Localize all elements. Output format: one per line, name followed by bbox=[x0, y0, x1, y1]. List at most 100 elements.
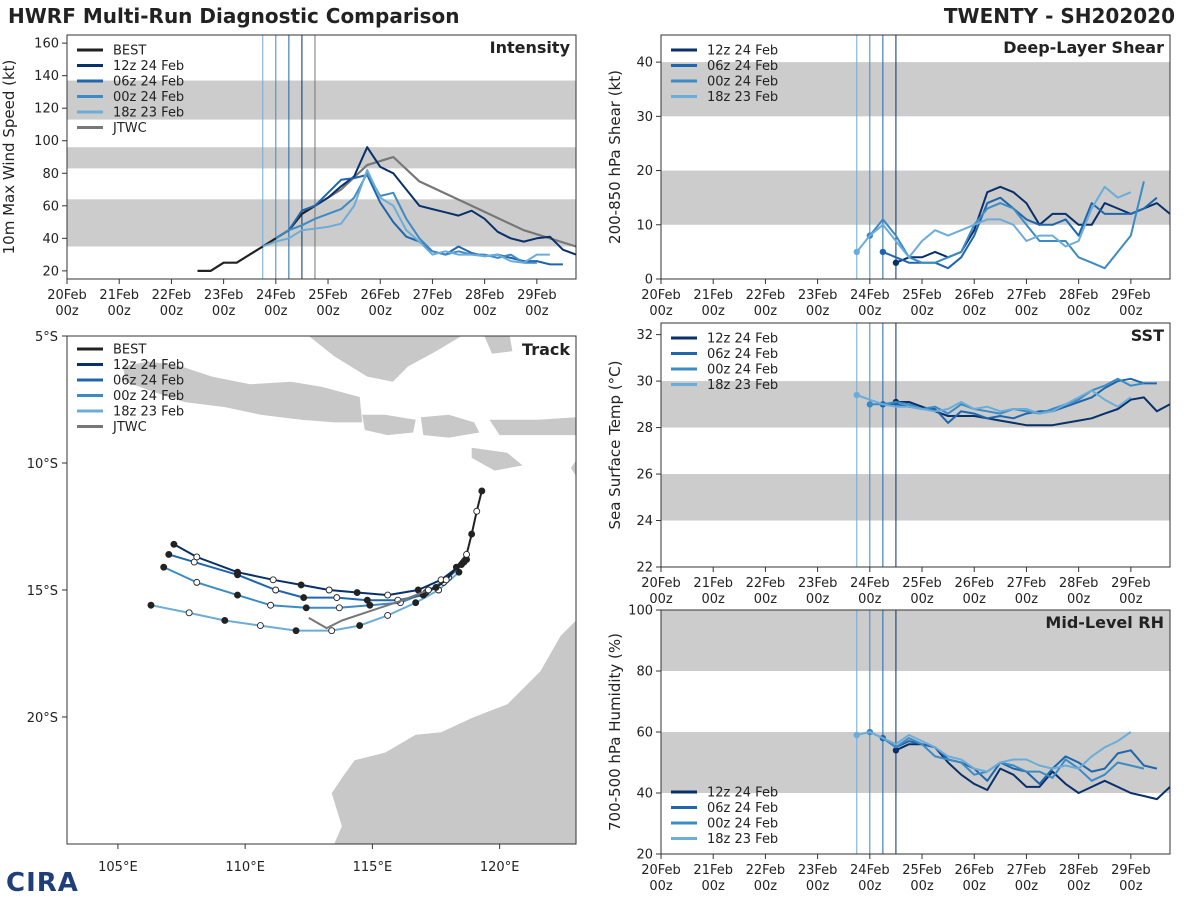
track-ytick-label: 20°S bbox=[27, 711, 58, 726]
intensity-xtick-label-date: 25Feb bbox=[308, 288, 348, 303]
track-point-best bbox=[442, 576, 450, 584]
shear-xtick-label-hour: 00z bbox=[649, 304, 673, 319]
rh-xtick-label-hour: 00z bbox=[754, 879, 778, 894]
rh-legend-label: 18z 23 Feb bbox=[707, 832, 778, 847]
track-point-18z-23-feb bbox=[221, 617, 229, 624]
track-point-18z-23-feb bbox=[147, 601, 155, 609]
intensity-frame bbox=[66, 34, 577, 280]
logo-text: CIRA bbox=[6, 868, 79, 898]
intensity-xtick-label-hour: 00z bbox=[316, 304, 340, 319]
track-point-12z-24-feb bbox=[325, 586, 333, 594]
shear-legend-label: 12z 24 Feb bbox=[707, 44, 778, 59]
rh-series-06z-24-feb bbox=[882, 737, 1158, 785]
track-ytick-label: 15°S bbox=[27, 584, 58, 599]
rh-xtick-label-hour: 00z bbox=[1119, 879, 1143, 894]
track-point-18z-23-feb bbox=[185, 609, 193, 617]
intensity-ytick-label: 80 bbox=[42, 167, 59, 182]
track-point-best bbox=[473, 507, 481, 515]
rh-band-1 bbox=[661, 610, 1170, 671]
shear-panel: 01020304020Feb00z21Feb00z22Feb00z23Feb00… bbox=[606, 34, 1171, 319]
sst-xtick-label-hour: 00z bbox=[963, 592, 987, 607]
shear-series-00z-24-feb bbox=[869, 181, 1145, 270]
track-point-00z-24-feb bbox=[335, 604, 343, 612]
track-point-12z-24-feb bbox=[170, 540, 178, 548]
landmass-australia bbox=[331, 620, 576, 844]
shear-ylabel: 200-850 hPa Shear (kt) bbox=[606, 70, 624, 244]
intensity-band-1 bbox=[67, 147, 576, 169]
shear-ytick-label: 30 bbox=[636, 110, 653, 125]
intensity-legend-label: 06z 24 Feb bbox=[113, 75, 184, 90]
rh-xtick-label-date: 28Feb bbox=[1059, 863, 1099, 878]
track-point-best bbox=[452, 563, 460, 571]
shear-xtick-label-date: 22Feb bbox=[746, 288, 786, 303]
shear-start-point-12z-24-feb bbox=[892, 259, 900, 266]
rh-xtick-label-date: 29Feb bbox=[1111, 863, 1151, 878]
track-point-12z-24-feb bbox=[353, 589, 361, 596]
shear-frame bbox=[660, 34, 1171, 280]
shear-start-point-06z-24-feb bbox=[879, 248, 887, 256]
intensity-legend-label: 12z 24 Feb bbox=[113, 59, 184, 74]
intensity-series-12z-24-feb bbox=[301, 146, 577, 256]
sst-title: SST bbox=[1131, 326, 1164, 345]
rh-xtick-label-hour: 00z bbox=[649, 879, 673, 894]
track-point-12z-24-feb bbox=[384, 591, 392, 599]
sst-series-00z-24-feb bbox=[869, 377, 1145, 415]
intensity-xtick-label-hour: 00z bbox=[525, 304, 549, 319]
intensity-xtick-label-date: 26Feb bbox=[360, 288, 400, 303]
shear-xtick-label-hour: 00z bbox=[1067, 304, 1091, 319]
sst-xtick-label-hour: 00z bbox=[1067, 592, 1091, 607]
storm-title: TWENTY - SH202020 bbox=[943, 4, 1175, 28]
shear-xtick-label-date: 29Feb bbox=[1111, 288, 1151, 303]
intensity-xtick-label-date: 20Feb bbox=[47, 288, 87, 303]
landmass-flores bbox=[489, 417, 576, 436]
intensity-ytick-label: 160 bbox=[34, 37, 59, 52]
sst-xtick-label-date: 24Feb bbox=[850, 576, 890, 591]
rh-ytick-label: 100 bbox=[628, 604, 653, 619]
sst-legend-label: 12z 24 Feb bbox=[707, 332, 778, 347]
intensity-title: Intensity bbox=[490, 38, 571, 57]
rh-ylabel: 700-500 hPa Humidity (%) bbox=[606, 633, 624, 831]
intensity-xtick-label-date: 29Feb bbox=[517, 288, 557, 303]
sst-ytick-label: 24 bbox=[636, 514, 653, 529]
sst-panel: 22242628303220Feb00z21Feb00z22Feb00z23Fe… bbox=[606, 322, 1171, 607]
rh-xtick-label-date: 21Feb bbox=[693, 863, 733, 878]
intensity-band-2 bbox=[67, 80, 576, 120]
track-point-best bbox=[463, 550, 471, 558]
rh-xtick-label-date: 23Feb bbox=[798, 863, 838, 878]
track-landmass-layer bbox=[123, 336, 576, 844]
track-point-18z-23-feb bbox=[412, 599, 420, 607]
rh-xtick-label-date: 24Feb bbox=[850, 863, 890, 878]
sst-xtick-label-date: 27Feb bbox=[1007, 576, 1047, 591]
shear-title: Deep-Layer Shear bbox=[1003, 38, 1164, 57]
track-legend-label: 12z 24 Feb bbox=[113, 358, 184, 373]
sst-xtick-label-date: 20Feb bbox=[641, 576, 681, 591]
sst-series-12z-24-feb bbox=[895, 396, 1171, 427]
shear-xtick-label-date: 26Feb bbox=[954, 288, 994, 303]
track-xtick-label: 105°E bbox=[98, 860, 138, 875]
rh-legend-label: 00z 24 Feb bbox=[707, 817, 778, 832]
intensity-ytick-label: 120 bbox=[34, 102, 59, 117]
track-point-12z-24-feb bbox=[234, 568, 241, 576]
sst-xtick-label-date: 23Feb bbox=[798, 576, 838, 591]
rh-series-18z-23-feb bbox=[856, 731, 1132, 773]
track-point-00z-24-feb bbox=[234, 591, 241, 599]
intensity-ytick-label: 20 bbox=[42, 264, 59, 279]
track-legend-label: 18z 23 Feb bbox=[113, 405, 184, 420]
sst-xtick-label-date: 25Feb bbox=[902, 576, 942, 591]
shear-xtick-label-date: 23Feb bbox=[798, 288, 838, 303]
sst-ytick-label: 30 bbox=[636, 375, 653, 390]
track-legend-label: 00z 24 Feb bbox=[113, 389, 184, 404]
track-ytick-label: 5°S bbox=[35, 330, 58, 345]
sst-xtick-label-hour: 00z bbox=[1119, 592, 1143, 607]
sst-start-point-00z-24-feb bbox=[866, 401, 874, 408]
rh-xtick-label-date: 22Feb bbox=[746, 863, 786, 878]
track-panel: 105°E 110°E 115°E 120°E 5°S 10°S 15°S 20°S Track… bbox=[27, 330, 577, 875]
shear-legend-label: 00z 24 Feb bbox=[707, 75, 778, 90]
rh-ytick-label: 20 bbox=[636, 848, 653, 863]
intensity-xtick-label-date: 22Feb bbox=[152, 288, 192, 303]
track-point-00z-24-feb bbox=[302, 604, 310, 612]
sst-frame bbox=[660, 322, 1171, 568]
track-ytick-label: 10°S bbox=[27, 457, 58, 472]
shear-band-0 bbox=[661, 170, 1170, 225]
shear-xtick-label-date: 21Feb bbox=[693, 288, 733, 303]
